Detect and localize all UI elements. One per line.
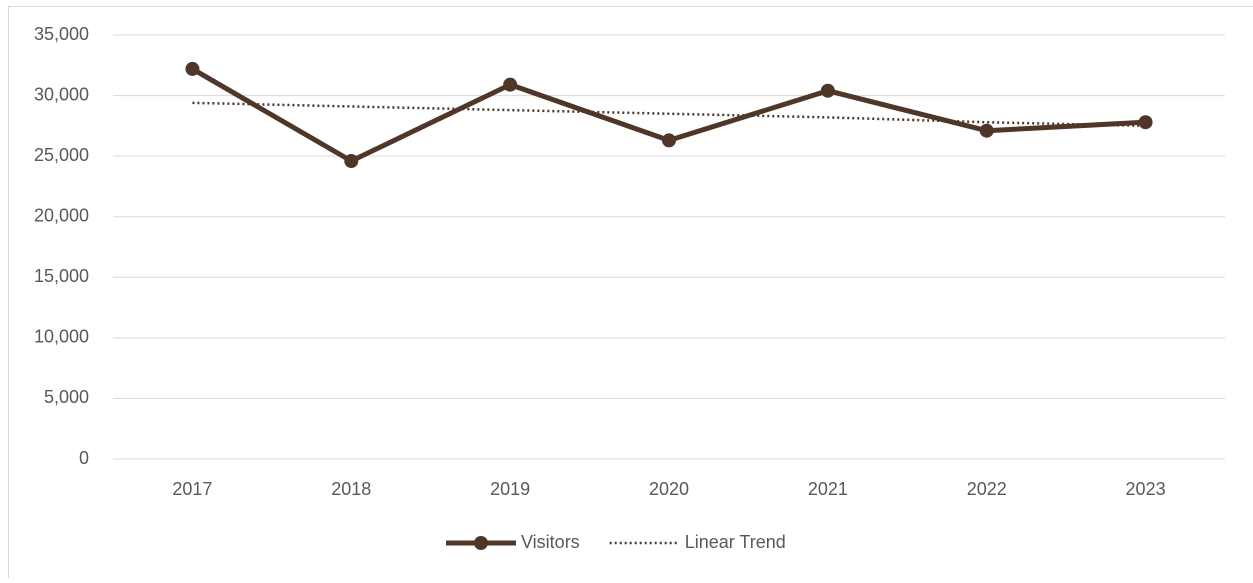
- y-tick-label: 15,000: [34, 266, 89, 286]
- point-marker: [185, 62, 199, 76]
- point-marker: [662, 133, 676, 147]
- legend-label: Visitors: [521, 532, 580, 552]
- y-tick-label: 20,000: [34, 205, 89, 225]
- x-tick-label: 2021: [808, 479, 848, 499]
- y-tick-label: 25,000: [34, 145, 89, 165]
- point-marker: [980, 124, 994, 138]
- x-tick-label: 2017: [172, 479, 212, 499]
- y-tick-label: 5,000: [44, 387, 89, 407]
- legend-marker: [474, 536, 488, 550]
- point-marker: [821, 84, 835, 98]
- legend-label: Linear Trend: [685, 532, 786, 552]
- y-tick-label: 35,000: [34, 24, 89, 44]
- x-tick-label: 2022: [967, 479, 1007, 499]
- x-tick-label: 2018: [331, 479, 371, 499]
- y-tick-label: 0: [79, 448, 89, 468]
- x-tick-label: 2020: [649, 479, 689, 499]
- x-tick-label: 2023: [1126, 479, 1166, 499]
- y-tick-label: 10,000: [34, 327, 89, 347]
- y-tick-label: 30,000: [34, 84, 89, 104]
- x-tick-label: 2019: [490, 479, 530, 499]
- point-marker: [344, 154, 358, 168]
- point-marker: [1139, 115, 1153, 129]
- point-marker: [503, 78, 517, 92]
